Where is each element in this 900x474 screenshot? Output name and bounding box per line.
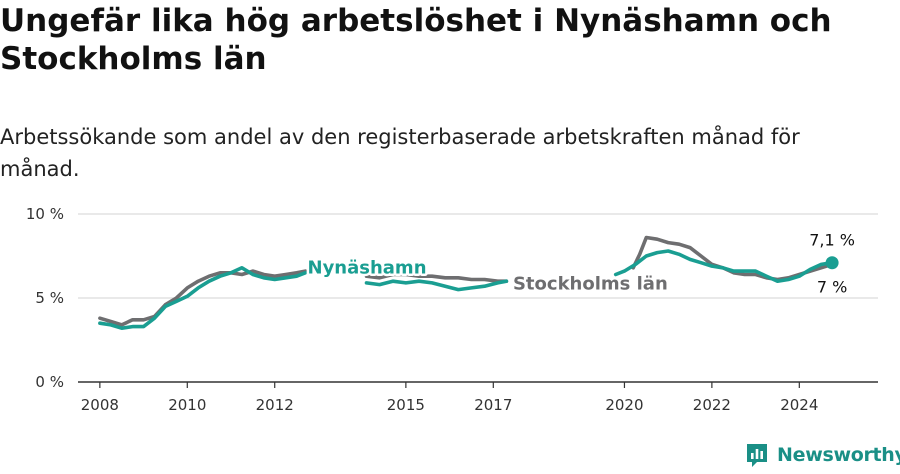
nynashamn-series-label: Nynäshamn <box>308 258 427 279</box>
x-tick-label: 2010 <box>168 396 206 414</box>
nynashamn-line <box>364 279 509 292</box>
brand-logo[interactable]: Newsworthy <box>745 442 900 468</box>
x-tick-label: 2020 <box>605 396 643 414</box>
chart-labels: Nynäshamn Stockholms län 7,1 % 7 % <box>305 231 855 297</box>
stockholm-end-label: 7 % <box>817 277 847 296</box>
chart-axes: 0 % 5 % 10 % 2008 2010 2012 2015 2017 2020 2022 20… <box>26 205 878 414</box>
nynashamn-line <box>98 266 308 330</box>
y-tick-label: 10 % <box>26 205 64 223</box>
nynashamn-end-label: 7,1 % <box>809 231 855 250</box>
stockholm-line <box>364 272 509 283</box>
stockholm-line <box>98 269 308 327</box>
newsworthy-logo-icon <box>747 444 767 467</box>
x-tick-label: 2012 <box>256 396 294 414</box>
y-tick-label: 0 % <box>35 373 64 391</box>
chart-grid <box>78 213 878 299</box>
x-tick-label: 2015 <box>387 396 425 414</box>
nynashamn-end-point <box>825 256 839 270</box>
stockholm-series-label: Stockholms län <box>513 274 668 295</box>
x-tick-label: 2024 <box>780 396 818 414</box>
brand-name: Newsworthy <box>777 444 900 466</box>
x-tick-label: 2022 <box>693 396 731 414</box>
x-tick-label: 2008 <box>81 396 119 414</box>
nynashamn-line <box>613 249 834 283</box>
y-tick-label: 5 % <box>35 289 64 307</box>
chart-series <box>98 235 839 330</box>
line-chart: 0 % 5 % 10 % 2008 2010 2012 2015 2017 2020 2022 20… <box>26 205 878 414</box>
chart-subtitle: Arbetssökande som andel av den registerb… <box>0 125 800 181</box>
x-tick-label: 2017 <box>474 396 512 414</box>
page-title: Ungefär lika hög arbetslöshet i Nynäsham… <box>0 3 832 77</box>
